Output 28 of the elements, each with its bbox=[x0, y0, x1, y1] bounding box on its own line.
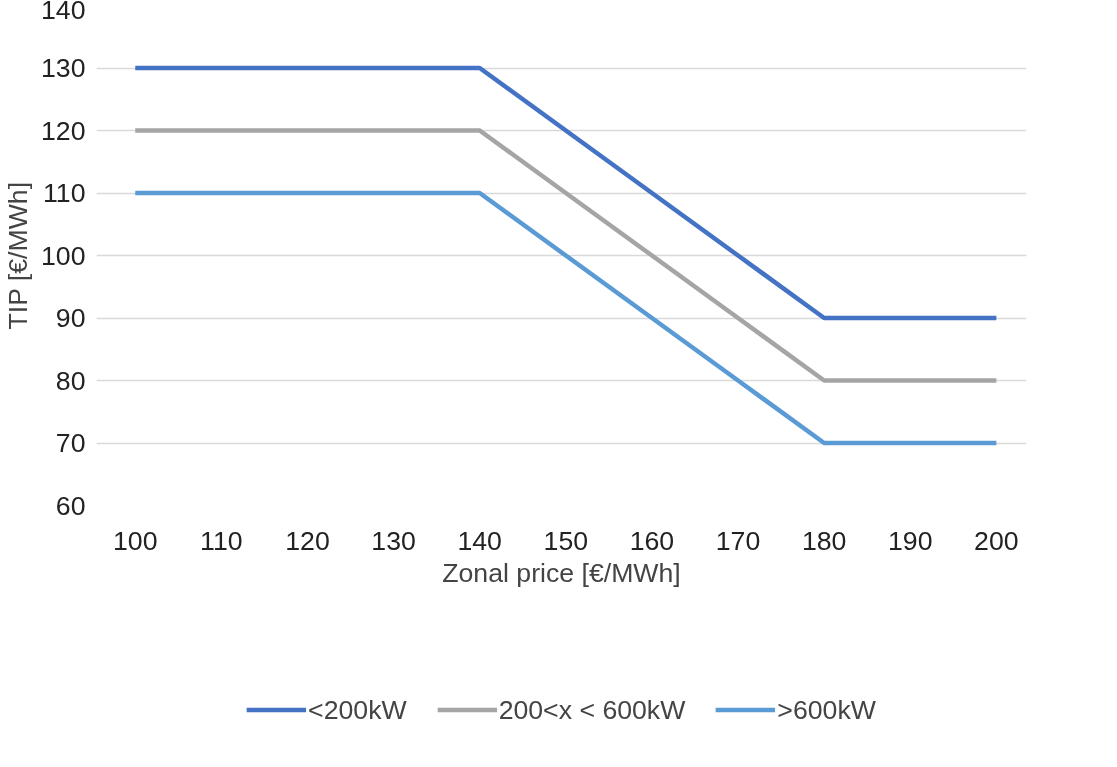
line-series bbox=[133, 65, 999, 321]
y-axis-title: TIP [€/MWh] bbox=[3, 181, 34, 330]
y-tick-label: 130 bbox=[41, 53, 86, 83]
y-tick-label: 100 bbox=[41, 240, 86, 271]
legend-label: >600kW bbox=[777, 694, 876, 726]
line-series bbox=[133, 190, 999, 446]
y-tick-label: 80 bbox=[55, 365, 86, 396]
x-tick-label: 140 bbox=[457, 525, 502, 556]
x-tick-label: 110 bbox=[200, 525, 243, 556]
x-tick-label: 160 bbox=[629, 525, 675, 556]
x-tick-label: 150 bbox=[543, 525, 589, 556]
x-tick-label: 200 bbox=[974, 525, 1019, 556]
x-tick-label: 190 bbox=[888, 525, 933, 556]
y-tick-label: 90 bbox=[55, 303, 86, 333]
line-series bbox=[133, 128, 999, 383]
x-tick-label: 130 bbox=[371, 525, 416, 556]
y-tick-label: 60 bbox=[55, 490, 86, 521]
y-tick-label: 70 bbox=[55, 428, 86, 458]
y-tick-label: 120 bbox=[41, 115, 86, 146]
x-tick-label: 120 bbox=[285, 525, 330, 556]
x-axis-title: Zonal price [€/MWh] bbox=[442, 557, 681, 588]
x-tick-label: 100 bbox=[113, 525, 158, 556]
legend-label: <200kW bbox=[308, 694, 407, 726]
legend-label: 200<x < 600kW bbox=[498, 694, 686, 726]
x-tick-label: 180 bbox=[801, 525, 847, 556]
x-tick-label: 170 bbox=[715, 525, 761, 556]
y-tick-label: 140 bbox=[41, 0, 86, 25]
y-tick-label: 110 bbox=[43, 178, 86, 208]
